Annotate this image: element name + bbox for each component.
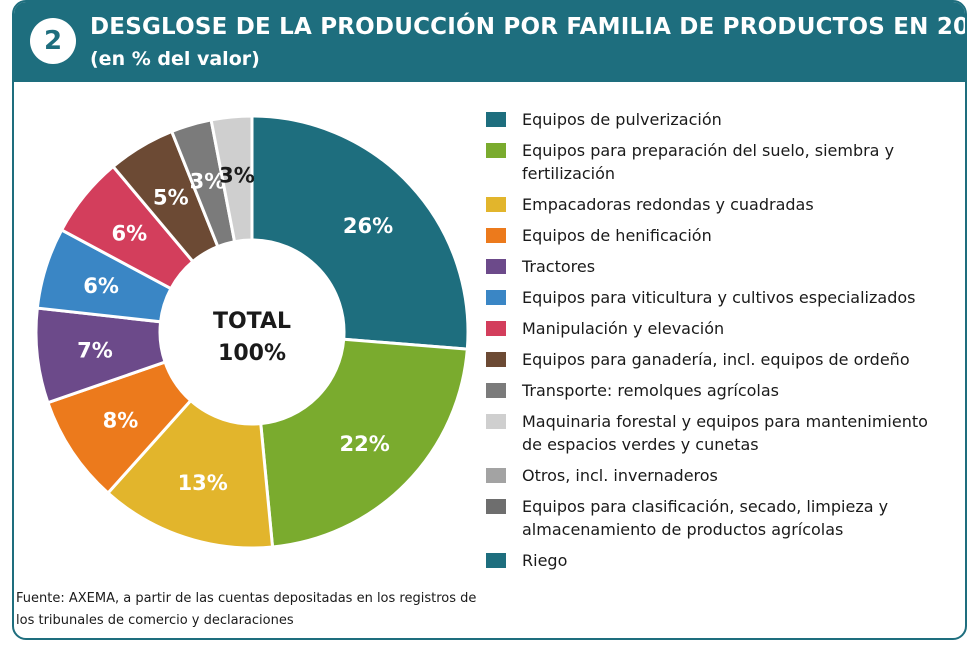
legend-swatch: [486, 197, 506, 212]
legend-swatch: [486, 112, 506, 127]
legend-label: Equipos para viticultura y cultivos espe…: [522, 288, 916, 307]
legend-label: Equipos para clasificación, secado, limp…: [522, 497, 889, 539]
legend-item: Maquinaria forestal y equipos para mante…: [486, 410, 946, 456]
legend-item: Riego: [486, 549, 946, 572]
slice-data-label: 6%: [83, 274, 119, 298]
donut-slice: [209, 114, 254, 244]
legend-swatch: [486, 321, 506, 336]
legend-swatch: [486, 259, 506, 274]
slice-data-label: 6%: [112, 221, 148, 245]
chart-subtitle: (en % del valor): [90, 48, 260, 70]
legend-label: Equipos de henificación: [522, 226, 712, 245]
center-total-value: 100%: [218, 341, 286, 366]
legend-item: Equipos de pulverización: [486, 108, 946, 131]
legend-label: Equipos de pulverización: [522, 110, 722, 129]
legend-swatch: [486, 352, 506, 367]
legend-label: Riego: [522, 551, 568, 570]
legend-swatch: [486, 414, 506, 429]
legend-item: Equipos para clasificación, secado, limp…: [486, 495, 946, 541]
legend-swatch: [486, 228, 506, 243]
legend-label: Empacadoras redondas y cuadradas: [522, 195, 814, 214]
donut-slice: [105, 398, 275, 550]
slice-data-label: 13%: [178, 471, 228, 495]
legend-swatch: [486, 553, 506, 568]
legend-label: Equipos para ganadería, incl. equipos de…: [522, 350, 910, 369]
legend-label: Maquinaria forestal y equipos para mante…: [522, 412, 928, 454]
chart-title: DESGLOSE DE LA PRODUCCIÓN POR FAMILIA DE…: [90, 14, 967, 40]
donut-slice: [259, 337, 469, 549]
legend-label: Transporte: remolques agrícolas: [522, 381, 780, 400]
slice-data-label: 7%: [77, 339, 113, 363]
slice-data-label: 26%: [343, 214, 393, 238]
figure-number-badge: 2: [30, 18, 76, 64]
header-bar: 2 DESGLOSE DE LA PRODUCCIÓN POR FAMILIA …: [14, 2, 965, 82]
legend-label: Tractores: [522, 257, 596, 276]
chart-legend: Equipos de pulverización Equipos para pre…: [486, 108, 946, 580]
legend-item: Equipos para ganadería, incl. equipos de…: [486, 348, 946, 371]
legend-item: Equipos de henificación: [486, 224, 946, 247]
legend-label: Manipulación y elevación: [522, 319, 725, 338]
slice-data-label: 8%: [103, 409, 139, 433]
source-note: Fuente: AXEMA, a partir de las cuentas d…: [16, 591, 477, 628]
slice-data-label: 22%: [339, 432, 389, 456]
slice-data-label: 3%: [219, 164, 255, 188]
legend-item: Equipos para preparación del suelo, siem…: [486, 139, 946, 185]
legend-item: Manipulación y elevación: [486, 317, 946, 340]
legend-item: Empacadoras redondas y cuadradas: [486, 193, 946, 216]
slice-data-label: 5%: [153, 185, 189, 209]
legend-item: Tractores: [486, 255, 946, 278]
legend-swatch: [486, 290, 506, 305]
center-total-label: TOTAL: [213, 309, 291, 334]
legend-label: Otros, incl. invernaderos: [522, 466, 718, 485]
legend-label: Equipos para preparación del suelo, siem…: [522, 141, 895, 183]
legend-item: Equipos para viticultura y cultivos espe…: [486, 286, 946, 309]
legend-item: Transporte: remolques agrícolas: [486, 379, 946, 402]
donut-slice: [250, 114, 470, 351]
legend-item: Otros, incl. invernaderos: [486, 464, 946, 487]
legend-swatch: [486, 499, 506, 514]
legend-swatch: [486, 143, 506, 158]
legend-swatch: [486, 468, 506, 483]
legend-swatch: [486, 383, 506, 398]
slice-data-label: 3%: [190, 169, 226, 193]
